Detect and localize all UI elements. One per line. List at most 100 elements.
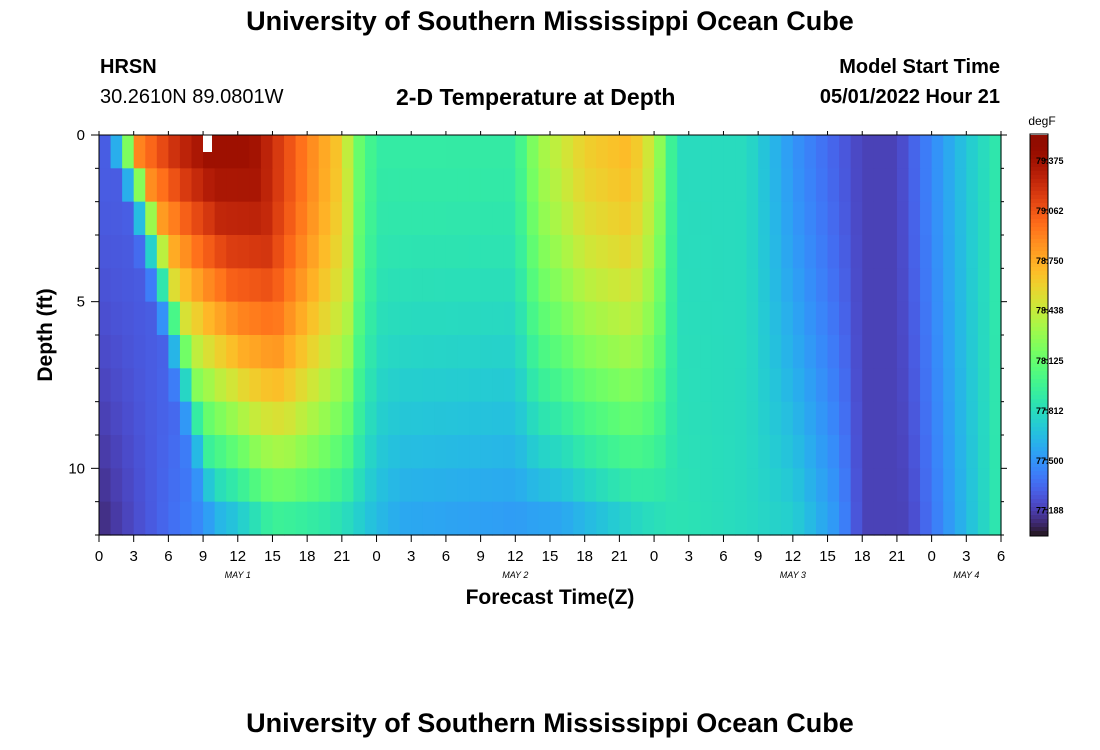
heatmap-cell xyxy=(665,368,678,403)
heatmap-cell xyxy=(249,335,262,369)
heatmap-cell xyxy=(272,468,285,503)
heatmap-cell xyxy=(515,201,528,236)
heatmap-cell xyxy=(411,335,424,369)
heatmap-cell xyxy=(469,235,482,269)
x-tick-label: 12 xyxy=(507,548,524,565)
heatmap-cell xyxy=(827,135,840,169)
heatmap-cell xyxy=(850,268,863,303)
heatmap-cell xyxy=(526,468,540,503)
heatmap-cell xyxy=(989,268,1002,303)
heatmap-cell xyxy=(920,401,933,436)
colorbar-frame xyxy=(1029,133,1049,537)
heatmap-cell xyxy=(908,235,921,269)
heatmap-cell xyxy=(943,401,956,436)
heatmap-cell xyxy=(931,368,944,403)
heatmap-cell xyxy=(272,501,285,536)
heatmap-cell xyxy=(249,501,262,536)
heatmap-cell xyxy=(422,235,435,269)
heatmap-cell xyxy=(214,301,227,336)
heatmap-cell xyxy=(226,368,239,403)
colorbar-swatch xyxy=(1030,403,1048,408)
heatmap-cell xyxy=(364,435,378,469)
colorbar-swatch xyxy=(1030,339,1048,344)
heatmap-cell xyxy=(758,301,771,336)
heatmap-cell xyxy=(561,368,574,403)
heatmap-cell xyxy=(388,501,401,536)
heatmap-cell xyxy=(411,201,424,236)
heatmap-cell xyxy=(700,501,713,536)
heatmap-cell xyxy=(295,168,308,203)
heatmap-cell xyxy=(792,435,806,469)
colorbar-swatch xyxy=(1030,467,1048,472)
heatmap-cell xyxy=(237,501,250,536)
heatmap-cell xyxy=(920,368,933,403)
heatmap-cell xyxy=(758,435,771,469)
heatmap-cell xyxy=(445,468,459,503)
heatmap-cell xyxy=(654,201,667,236)
heatmap-cell xyxy=(341,201,355,236)
colorbar-swatch xyxy=(1030,463,1048,468)
heatmap-cell xyxy=(908,435,921,469)
model-start-label: Model Start Time xyxy=(839,56,1000,78)
heatmap-cell xyxy=(850,501,863,536)
colorbar-swatch xyxy=(1030,287,1048,292)
heatmap-cell xyxy=(792,468,806,503)
colorbar-unit: degF xyxy=(1028,114,1055,128)
heatmap-cell xyxy=(168,301,181,336)
colorbar-swatch xyxy=(1030,159,1048,164)
heatmap-cell xyxy=(550,501,563,536)
heatmap-cell xyxy=(781,235,794,269)
heatmap-cell xyxy=(862,168,875,203)
heatmap-cell xyxy=(989,301,1002,336)
heatmap-cell xyxy=(896,435,910,469)
heatmap-cell xyxy=(191,401,204,436)
heatmap-cell xyxy=(110,435,123,469)
heatmap-cell xyxy=(249,268,262,303)
heatmap-cell xyxy=(191,335,204,369)
colorbar-swatch xyxy=(1030,239,1048,244)
heatmap-cell xyxy=(445,201,459,236)
heatmap-cell xyxy=(642,135,655,169)
colorbar-swatch xyxy=(1030,163,1048,168)
heatmap-cell xyxy=(711,268,725,303)
colorbar-swatch xyxy=(1030,431,1048,436)
heatmap-cell xyxy=(619,368,632,403)
chart-subtitle: 2-D Temperature at Depth xyxy=(396,84,676,110)
heatmap-cell xyxy=(630,335,644,369)
heatmap-cell xyxy=(584,468,597,503)
x-tick-label: 9 xyxy=(476,548,484,565)
heatmap-cell xyxy=(584,168,597,203)
colorbar-swatch xyxy=(1030,175,1048,180)
heatmap-cell xyxy=(133,501,146,536)
heatmap-cell xyxy=(735,401,748,436)
colorbar-swatch xyxy=(1030,151,1048,156)
heatmap-cell xyxy=(665,301,678,336)
heatmap-cell xyxy=(850,335,863,369)
heatmap-cell xyxy=(619,235,632,269)
colorbar-swatch xyxy=(1030,323,1048,328)
heatmap-cell xyxy=(827,201,840,236)
heatmap-cell xyxy=(249,401,262,436)
heatmap-cell xyxy=(122,235,135,269)
x-tick-label: 6 xyxy=(442,548,450,565)
heatmap-cell xyxy=(330,501,343,536)
heatmap-cell xyxy=(920,501,933,536)
heatmap-cell xyxy=(445,501,459,536)
heatmap-cell xyxy=(284,301,297,336)
heatmap-cell xyxy=(654,468,667,503)
heatmap-cell xyxy=(677,435,690,469)
heatmap-cell xyxy=(388,268,401,303)
heatmap-cell xyxy=(758,401,771,436)
colorbar-swatch xyxy=(1030,199,1048,204)
heatmap-cell xyxy=(411,501,424,536)
heatmap-cell xyxy=(330,468,343,503)
heatmap-cell xyxy=(330,401,343,436)
heatmap-cell xyxy=(989,368,1002,403)
heatmap-cell xyxy=(839,501,852,536)
heatmap-cell xyxy=(989,335,1002,369)
heatmap-cell xyxy=(341,468,355,503)
heatmap-cell xyxy=(862,401,875,436)
heatmap-cell xyxy=(191,368,204,403)
heatmap-cell xyxy=(133,368,146,403)
heatmap-cell xyxy=(133,301,146,336)
